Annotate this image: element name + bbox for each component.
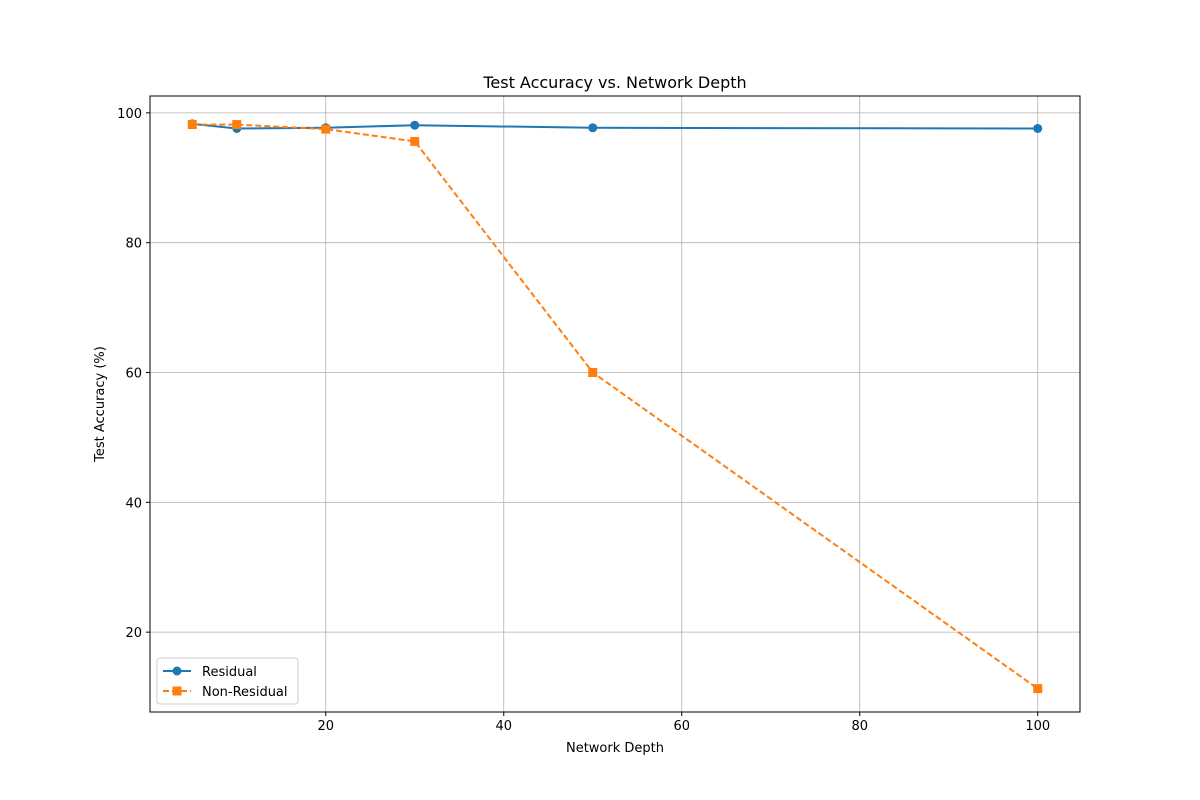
y-tick-label: 80 [125, 237, 142, 252]
grid-lines [150, 96, 1080, 712]
legend-label: Residual [202, 665, 257, 680]
x-axis-label: Network Depth [566, 741, 664, 756]
legend: Residual Non-Residual [156, 657, 299, 705]
residual-point [588, 123, 598, 133]
y-tick-label: 100 [117, 107, 142, 122]
y-axis-label: Test Accuracy (%) [93, 346, 108, 463]
y-tick-label: 20 [125, 626, 142, 641]
x-tick-label: 100 [1025, 719, 1050, 734]
x-tick-label: 80 [851, 719, 868, 734]
non-residual-point [187, 120, 197, 130]
chart-title: Test Accuracy vs. Network Depth [482, 73, 746, 92]
legend-swatch-marker [172, 666, 182, 676]
plot-area-frame [149, 95, 1081, 713]
residual-point [410, 120, 420, 130]
non-residual-point [410, 136, 420, 146]
legend-item-residual: Residual [163, 665, 257, 680]
non-residual-point [232, 120, 242, 130]
legend-item-non-residual: Non-Residual [163, 685, 288, 700]
x-tick-label: 60 [673, 719, 690, 734]
legend-swatch-marker [172, 686, 182, 696]
y-tick-label: 60 [125, 367, 142, 382]
x-tick-label: 20 [317, 719, 334, 734]
non-residual-series [187, 120, 1043, 694]
legend-label: Non-Residual [202, 685, 288, 700]
series-group [187, 119, 1043, 694]
axis-ticks: 20 40 60 80 100 20 40 60 80 100 [117, 107, 1050, 734]
residual-point [1033, 123, 1043, 133]
legend-box [156, 657, 299, 705]
x-tick-label: 40 [495, 719, 512, 734]
non-residual-line [192, 123, 1039, 690]
non-residual-point [1033, 684, 1043, 694]
non-residual-point [588, 368, 598, 378]
y-tick-label: 40 [125, 496, 142, 511]
non-residual-point [321, 124, 331, 134]
residual-line [192, 122, 1038, 130]
